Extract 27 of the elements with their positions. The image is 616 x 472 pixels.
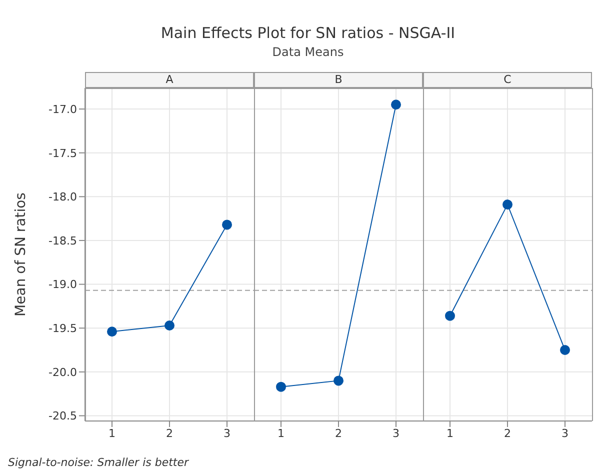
y-tick-label: -18.5 — [48, 234, 77, 248]
x-tick-label: 3 — [392, 426, 400, 440]
x-tick-label: 2 — [166, 426, 173, 440]
y-tick-label: -19.0 — [48, 278, 77, 292]
x-tick-label: 1 — [278, 426, 284, 440]
text: Data Means — [271, 45, 345, 59]
point — [107, 326, 117, 337]
chart-title: C — [423, 72, 592, 88]
y-tick-label: -19.5 — [48, 322, 77, 336]
text: Main Effects Plot for SN ratios - NSGA-II — [160, 24, 456, 42]
x-tick-label: 2 — [335, 426, 342, 440]
y-tick-label: -17.0 — [48, 102, 77, 116]
text: Signal-to-noise: Smaller is better — [8, 456, 189, 469]
y-tick-label: -17.5 — [48, 146, 77, 160]
y-tick-label: -18.0 — [48, 190, 77, 204]
y-tick-label: -20.5 — [48, 410, 77, 423]
y-tick-label: -20.0 — [48, 366, 77, 379]
x-tick-label: 1 — [446, 426, 454, 440]
chart-title: A — [85, 72, 254, 88]
x-tick-label: 2 — [504, 426, 511, 440]
point — [164, 320, 174, 330]
chart-title: B — [254, 72, 423, 88]
x-tick-label: 3 — [224, 426, 230, 440]
x-tick-label: 1 — [108, 426, 116, 440]
x-tick-label: 3 — [562, 426, 568, 440]
point — [222, 220, 232, 230]
y-axis-title: Mean of SN ratios — [12, 192, 29, 316]
